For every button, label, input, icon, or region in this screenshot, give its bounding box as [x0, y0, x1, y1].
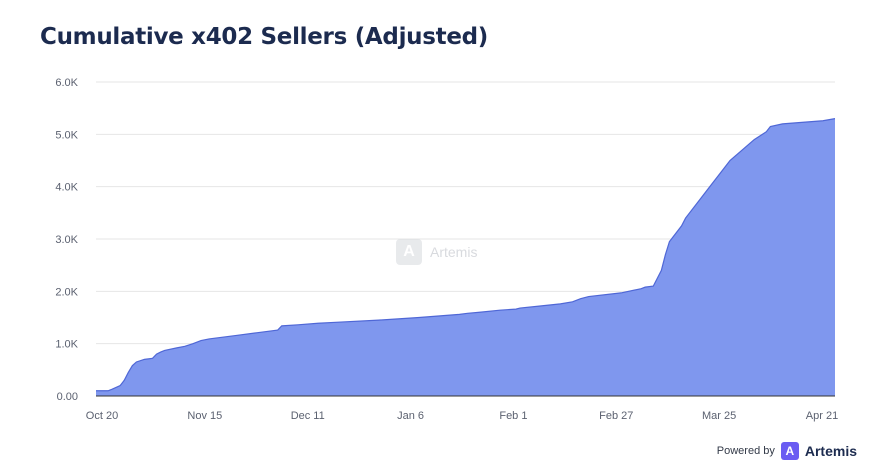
- x-tick-label: Nov 15: [187, 410, 222, 422]
- x-axis-ticks: Oct 20 Nov 15 Dec 11 Jan 6 Feb 1 Feb 27 Mar 25…: [86, 410, 838, 422]
- x-tick-label: Jan 6: [397, 410, 424, 422]
- y-tick-label: 0.00: [57, 391, 78, 403]
- y-tick-label: 5.0K: [55, 129, 78, 141]
- plot-area: [96, 118, 836, 397]
- watermark-text: Artemis: [430, 244, 478, 260]
- y-tick-label: 2.0K: [55, 286, 78, 298]
- watermark: A Artemis: [396, 239, 477, 265]
- chart-title: Cumulative x402 Sellers (Adjusted): [40, 24, 488, 50]
- x-tick-label: Feb 1: [499, 410, 527, 422]
- artemis-watermark-icon: A: [396, 239, 422, 265]
- y-tick-label: 6.0K: [55, 77, 78, 89]
- y-tick-label: 4.0K: [55, 182, 78, 194]
- brand-name: Artemis: [804, 443, 857, 459]
- powered-by-label: Powered by: [716, 445, 775, 457]
- powered-by-footer[interactable]: Powered by A Artemis: [717, 442, 857, 460]
- area-fill: [96, 118, 835, 396]
- x-tick-label: Oct 20: [86, 410, 118, 422]
- artemis-logo-icon: A: [780, 442, 799, 460]
- y-tick-label: 1.0K: [55, 339, 78, 351]
- x-tick-label: Apr 21: [806, 410, 838, 422]
- y-axis-ticks: 0.00 1.0K 2.0K 3.0K 4.0K 5.0K 6.0K: [55, 77, 78, 403]
- y-tick-label: 3.0K: [55, 234, 78, 246]
- series-line: [96, 118, 836, 392]
- x-tick-label: Feb 27: [599, 410, 633, 422]
- x-tick-label: Dec 11: [291, 410, 325, 422]
- x-tick-label: Mar 25: [702, 410, 736, 422]
